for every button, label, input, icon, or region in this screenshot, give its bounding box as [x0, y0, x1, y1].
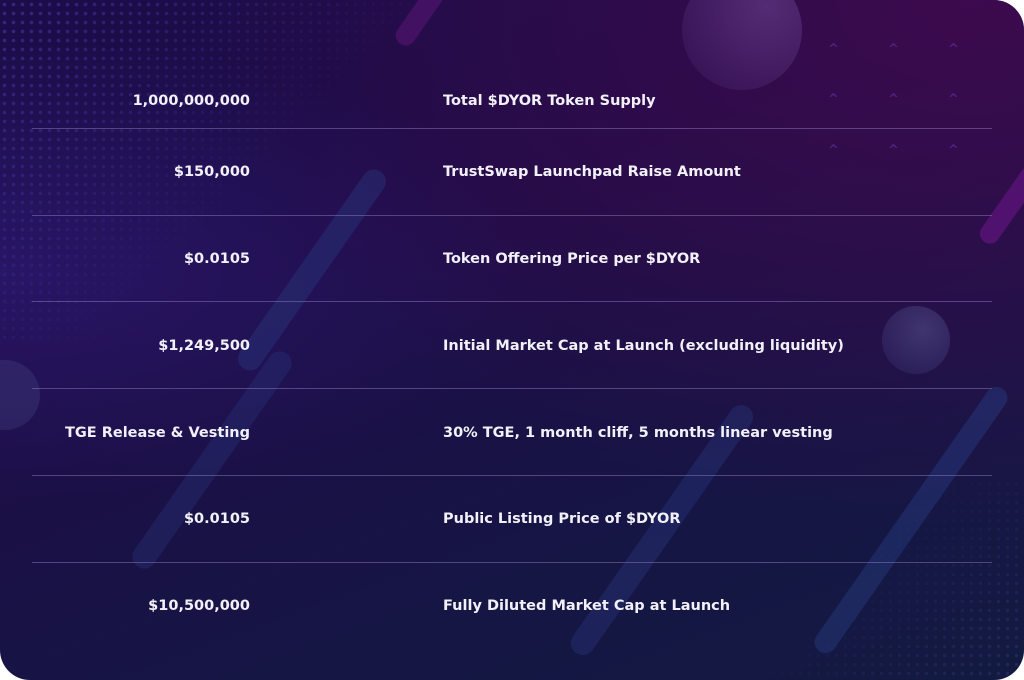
chevron-up-icon: ^: [828, 143, 839, 158]
row-divider: [32, 301, 992, 302]
row-divider: [32, 215, 992, 216]
sphere-decoration: [882, 306, 950, 374]
row-divider: [32, 475, 992, 476]
row-divider: [32, 562, 992, 563]
row-label: Token Offering Price per $DYOR: [443, 251, 701, 267]
row-value: 1,000,000,000: [132, 93, 250, 109]
row-label: Total $DYOR Token Supply: [443, 93, 656, 109]
chevron-up-icon: ^: [948, 143, 959, 158]
row-label: TrustSwap Launchpad Raise Amount: [443, 164, 741, 180]
row-label: Initial Market Cap at Launch (excluding …: [443, 338, 844, 354]
row-divider: [32, 128, 992, 129]
chevron-up-icon: ^: [888, 92, 899, 107]
row-label: Fully Diluted Market Cap at Launch: [443, 598, 731, 614]
chevron-up-icon: ^: [888, 42, 899, 57]
row-label: Public Listing Price of $DYOR: [443, 511, 681, 527]
row-value: $1,249,500: [158, 338, 250, 354]
row-label: 30% TGE, 1 month cliff, 5 months linear …: [443, 425, 833, 441]
dot-pattern-decoration: [0, 0, 420, 340]
row-value: TGE Release & Vesting: [64, 425, 250, 441]
chevron-up-icon: ^: [828, 42, 839, 57]
chevron-up-icon: ^: [888, 143, 899, 158]
dot-pattern-decoration: [724, 480, 1024, 680]
row-value: $0.0105: [183, 251, 250, 267]
row-value: $150,000: [173, 164, 250, 180]
row-divider: [32, 388, 992, 389]
chevron-up-icon: ^: [948, 42, 959, 57]
row-value: $0.0105: [183, 511, 250, 527]
chevron-up-icon: ^: [828, 92, 839, 107]
chevron-up-icon: ^: [948, 92, 959, 107]
row-value: $10,500,000: [148, 598, 250, 614]
